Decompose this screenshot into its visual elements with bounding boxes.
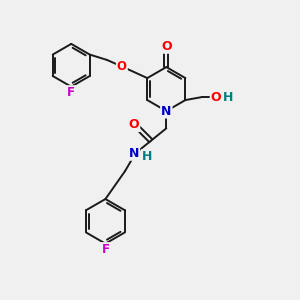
- Text: F: F: [67, 86, 75, 99]
- Text: O: O: [161, 40, 172, 53]
- Text: O: O: [211, 91, 221, 103]
- Text: N: N: [129, 147, 139, 160]
- Text: F: F: [101, 243, 110, 256]
- Text: N: N: [161, 105, 172, 118]
- Text: O: O: [129, 118, 139, 131]
- Text: O: O: [117, 60, 127, 73]
- Text: H: H: [142, 150, 152, 163]
- Text: H: H: [223, 91, 234, 103]
